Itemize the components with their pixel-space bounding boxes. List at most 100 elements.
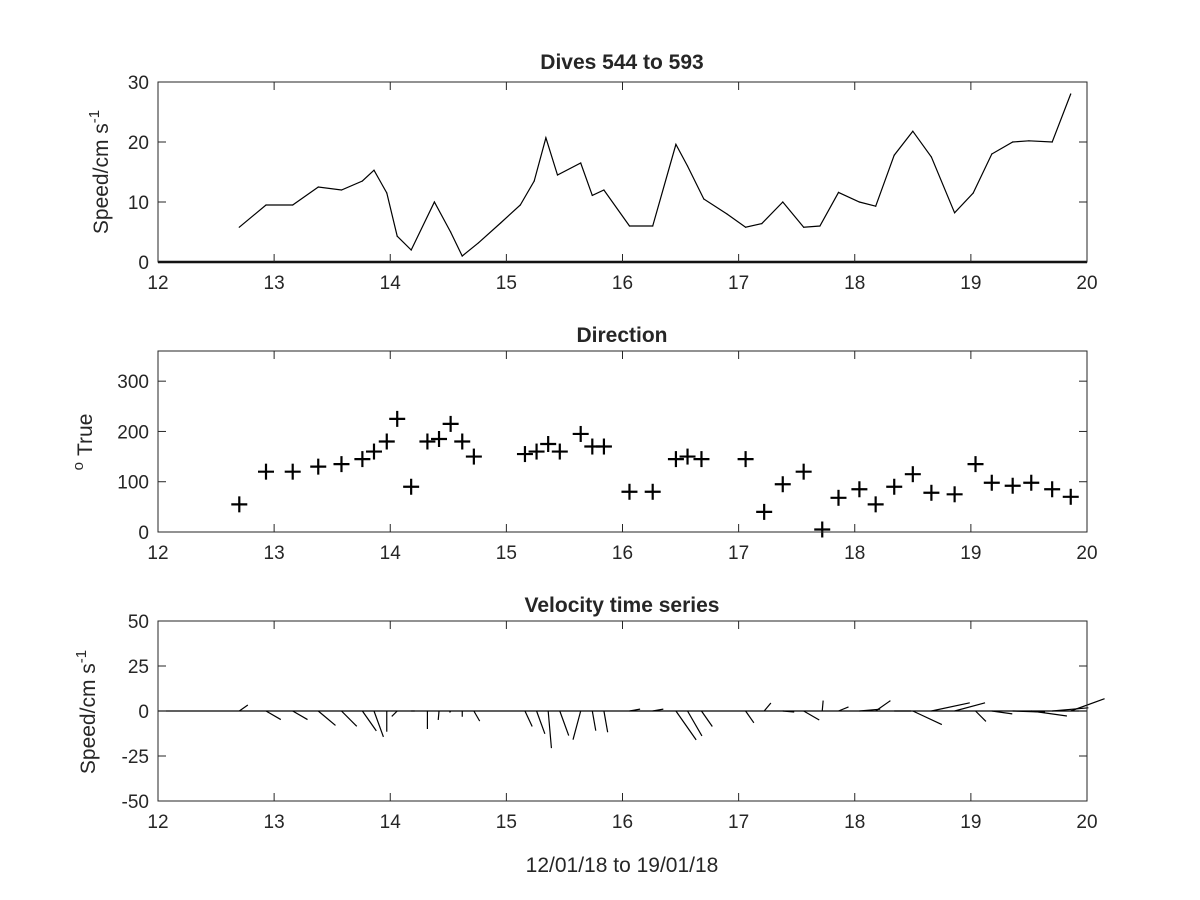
speed-point [652,225,654,227]
velocity-ytick-label: 50 [128,612,149,633]
speed-point [499,222,502,224]
speed-point [761,223,763,225]
velocity-xtick-label: 20 [1076,812,1097,833]
velocity-stick [859,708,881,712]
direction-point [333,456,350,473]
direction-ytick-label: 0 [138,523,149,544]
direction-point [814,521,831,538]
direction-point [572,425,589,442]
speed-point [238,226,240,228]
speed-xtick-label: 16 [612,273,633,294]
speed-point [433,201,435,203]
speed-point [675,143,677,145]
speed-point [954,212,956,214]
velocity-stick [1052,707,1089,712]
speed-xtick-label: 13 [264,273,285,294]
velocity-stick [687,710,703,737]
speed-ytick-label: 30 [128,73,149,94]
velocity-stick [763,702,772,712]
speed-point [396,235,398,237]
velocity-ylabel: Speed/cm s-1 [73,650,100,774]
direction-xtick-label: 13 [264,543,285,564]
velocity-stick [745,710,755,724]
speed-ylabel-text: Speed/cm s [90,123,113,234]
velocity-stick [373,710,384,738]
direction-point [795,463,812,480]
direction-point [231,496,248,513]
speed-ytick-label: 20 [128,133,149,154]
direction-point [644,483,661,500]
velocity-marks [158,698,1105,749]
speed-point [477,242,480,244]
direction-point [830,489,847,506]
speed-point [545,137,547,139]
speed-ytick-label: 10 [128,193,149,214]
velocity-stick [1070,698,1105,712]
speed-point [991,153,993,155]
direction-point [983,474,1000,491]
velocity-stick [782,710,795,713]
direction-point [354,451,371,468]
velocity-stick [629,708,641,712]
velocity-stick [449,710,452,713]
speed-point [803,226,805,228]
velocity-xtick-label: 16 [612,812,633,833]
velocity-stick [652,708,664,712]
direction-ytick-label: 200 [117,422,149,443]
velocity-stick [559,710,570,736]
velocity-stick [265,710,282,721]
direction-xtick-label: 14 [380,543,402,564]
speed-point [1028,140,1030,142]
speed-point [782,201,784,203]
direction-ylabel-sup: o [70,462,87,470]
speed-point [1070,93,1072,95]
direction-ytick-label: 100 [117,473,149,494]
speed-point [858,201,860,203]
velocity-ylabel-text: Speed/cm s [77,663,100,774]
direction-point [403,478,420,495]
direction-point [774,476,791,493]
direction-ylabel-text: True [74,414,97,456]
direction-point [1062,488,1079,505]
velocity-stick [572,710,582,740]
velocity-stick [547,710,553,749]
direction-xtick-label: 20 [1076,543,1097,564]
velocity-xtick-label: 17 [728,812,749,833]
velocity-stick [437,710,440,721]
velocity-ytick-label: -50 [122,792,149,813]
speed-xtick-label: 17 [728,273,749,294]
speed-point [912,130,914,132]
velocity-stick [524,710,533,727]
direction-title: Direction [576,324,667,347]
direction-point [1004,477,1021,494]
velocity-stick [821,700,824,712]
velocity-stick [603,710,609,733]
velocity-title: Velocity time series [525,594,720,617]
speed-xtick-label: 19 [960,273,981,294]
speed-ylabel-sup: -1 [86,110,103,123]
direction-point [904,466,921,483]
direction-point [886,478,903,495]
direction-point [1044,481,1061,498]
velocity-stick [675,710,697,741]
direction-point [693,451,710,468]
direction-point [378,433,395,450]
direction-point [257,463,274,480]
direction-point [540,436,557,453]
direction-point [284,463,301,480]
velocity-ylabel-sup: -1 [73,650,90,663]
speed-panel: Dives 544 to 593 12 13 14 15 16 17 18 19 20 0 10 20… [86,51,1098,294]
speed-point [591,194,593,196]
velocity-stick [931,702,970,712]
velocity-stick [361,710,377,732]
direction-point [595,438,612,455]
velocity-stick [700,710,713,727]
velocity-ytick-label: -25 [122,747,149,768]
direction-xtick-label: 15 [496,543,517,564]
velocity-stick [875,700,891,712]
velocity-stick [803,710,820,721]
velocity-stick [912,710,943,726]
velocity-stick [954,702,986,712]
speed-title: Dives 544 to 593 [540,51,703,74]
speed-xtick-label: 15 [496,273,517,294]
